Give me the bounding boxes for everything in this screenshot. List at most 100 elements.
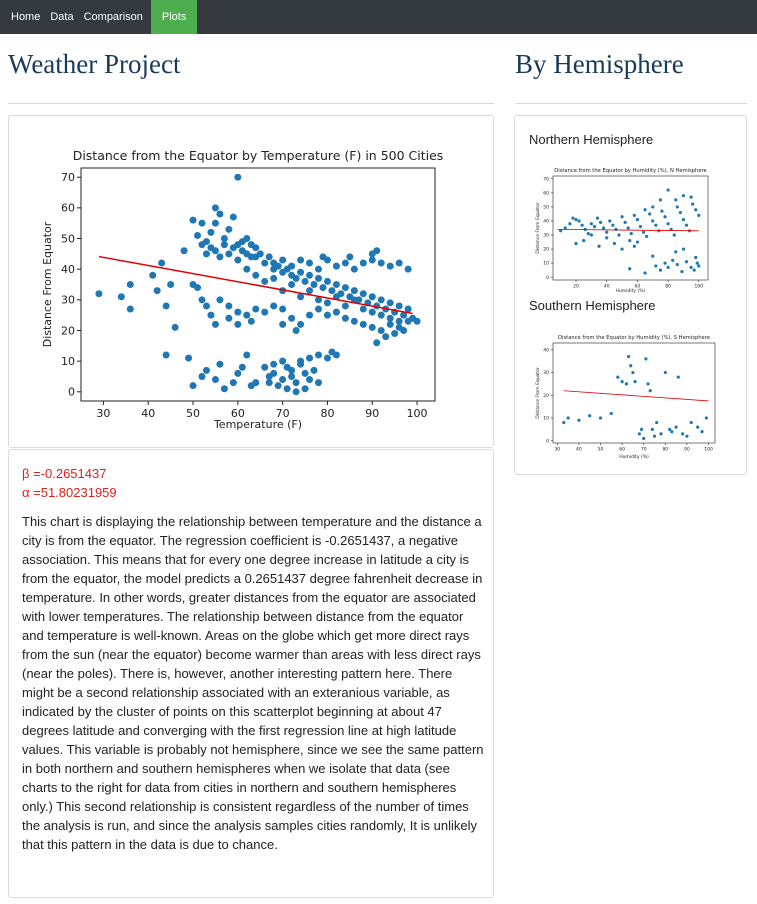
data-point (216, 296, 224, 304)
data-point (306, 376, 314, 384)
data-point (297, 293, 305, 301)
data-point (306, 271, 314, 279)
data-point (566, 416, 570, 420)
data-point (676, 375, 680, 379)
x-tick-label: 20 (573, 284, 579, 290)
data-point (252, 379, 260, 387)
data-point (674, 250, 678, 254)
data-point (265, 379, 273, 387)
x-tick-label: 90 (684, 447, 690, 453)
data-point (650, 427, 654, 431)
data-point (685, 434, 689, 438)
data-point (194, 231, 202, 239)
data-point (216, 253, 224, 261)
data-point (341, 284, 349, 292)
x-tick-label: 80 (320, 407, 334, 420)
x-tick-label: 70 (276, 407, 290, 420)
data-point (588, 414, 592, 418)
data-point (314, 379, 322, 387)
y-tick-label: 60 (61, 202, 75, 215)
data-point (626, 226, 630, 230)
nav-comparison[interactable]: Comparison (83, 11, 143, 23)
data-point (252, 305, 260, 313)
data-point (658, 268, 663, 272)
data-point (189, 216, 197, 224)
data-point (341, 302, 349, 310)
data-point (220, 385, 228, 393)
data-point (261, 363, 269, 371)
data-point (633, 380, 637, 384)
nav-data[interactable]: Data (50, 11, 74, 23)
data-point (279, 376, 287, 384)
plot-frame (552, 175, 709, 281)
data-point (404, 317, 412, 325)
data-point (700, 430, 704, 434)
data-point (359, 305, 367, 313)
data-point (681, 194, 686, 198)
data-point (675, 205, 679, 209)
nav-home[interactable]: Home (11, 11, 41, 23)
data-point (684, 223, 689, 227)
regression-line (98, 255, 413, 315)
data-point (185, 354, 193, 362)
data-point (563, 226, 567, 230)
data-point (597, 244, 601, 248)
data-point (292, 388, 300, 396)
data-point (323, 354, 331, 362)
data-point (684, 260, 689, 264)
data-point (582, 239, 586, 243)
data-point (261, 259, 269, 267)
data-point (323, 299, 331, 307)
data-point (211, 204, 219, 212)
data-point (637, 432, 641, 436)
data-point (297, 268, 305, 276)
data-point (301, 369, 309, 377)
nav-plots[interactable]: Plots (150, 0, 198, 34)
data-point (632, 244, 636, 248)
regression-line (557, 229, 699, 232)
data-point (234, 308, 242, 316)
data-point (167, 281, 175, 288)
data-point (635, 240, 640, 244)
page-title: Weather Project (8, 49, 181, 79)
data-point (306, 311, 314, 319)
data-point (663, 261, 667, 265)
data-point (216, 210, 224, 218)
y-axis-label: Distance From Equator (41, 221, 54, 347)
x-axis-label: Humidity (%) (619, 454, 649, 460)
y-tick-label: 40 (543, 347, 549, 353)
data-point (350, 287, 358, 295)
data-point (288, 262, 296, 270)
y-tick-label: 20 (543, 393, 549, 399)
data-point (386, 299, 394, 307)
data-point (323, 277, 331, 285)
data-point (243, 351, 251, 359)
x-tick-label: 80 (662, 447, 668, 453)
x-tick-label: 30 (554, 447, 560, 453)
data-point (252, 271, 260, 279)
data-point (651, 219, 655, 223)
data-point (617, 233, 621, 237)
northern-hemisphere-label: Northern Hemisphere (529, 132, 654, 147)
data-point (265, 372, 273, 380)
data-point (234, 256, 242, 264)
data-point (395, 302, 403, 310)
data-point (602, 226, 606, 230)
y-tick-label: 30 (61, 294, 75, 307)
data-point (666, 188, 670, 192)
data-point (158, 259, 166, 267)
data-point (645, 234, 649, 239)
data-point (386, 262, 394, 270)
data-point (691, 202, 695, 206)
regression-line (563, 390, 709, 402)
data-point (620, 380, 624, 384)
data-point (574, 217, 578, 222)
data-point (180, 247, 188, 255)
data-point (611, 223, 615, 227)
data-point (261, 277, 269, 285)
southern-hemisphere-chart: Distance from the Equator by Humidity (%… (535, 335, 716, 460)
data-point (198, 219, 206, 227)
data-point (377, 326, 385, 334)
data-point (632, 213, 636, 217)
data-point (696, 425, 700, 429)
